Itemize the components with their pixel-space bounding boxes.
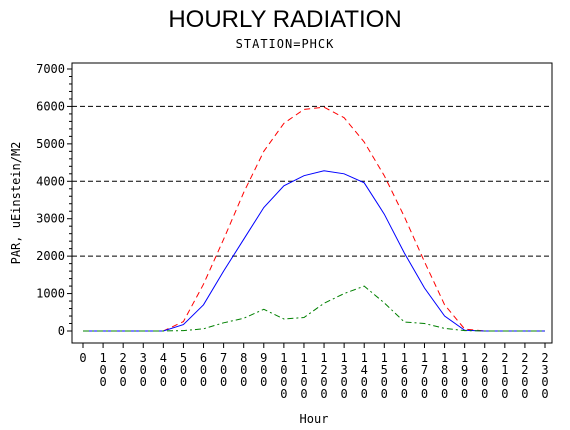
y-tick-label: 5000 [36, 137, 65, 151]
y-tick-label: 6000 [36, 99, 65, 113]
y-tick-label: 7000 [36, 62, 65, 76]
y-axis-label: PAR, uEinstein/M2 [9, 142, 23, 265]
x-axis-label: Hour [300, 412, 329, 426]
y-tick-label: 0 [58, 324, 65, 338]
y-axis: 0 1000 2000 3000 4000 5000 6000 7000 [36, 62, 72, 338]
y-tick-label: 1000 [36, 287, 65, 301]
plot-frame [71, 62, 553, 344]
series-line-2 [83, 170, 545, 332]
y-tick-label: 3000 [36, 212, 65, 226]
series-line-3 [83, 285, 545, 332]
chart-title: HOURLY RADIATION [168, 6, 402, 33]
x-tick-label: 0 [79, 351, 86, 365]
reference-lines [72, 105, 552, 257]
y-tick-label: 2000 [36, 249, 65, 263]
series-line-1 [83, 106, 545, 332]
chart-subtitle: STATION=PHCK [235, 37, 335, 51]
series-lines [83, 106, 545, 332]
y-tick-label: 4000 [36, 174, 65, 188]
x-axis: 0 1 0 0 2 0 0 3 0 0 4 0 0 5 0 0 6 0 0 7 0 0 8 0 0 9 0 0 1 0 0 0 1 1 0 0 1 2 0 0… [79, 343, 549, 401]
